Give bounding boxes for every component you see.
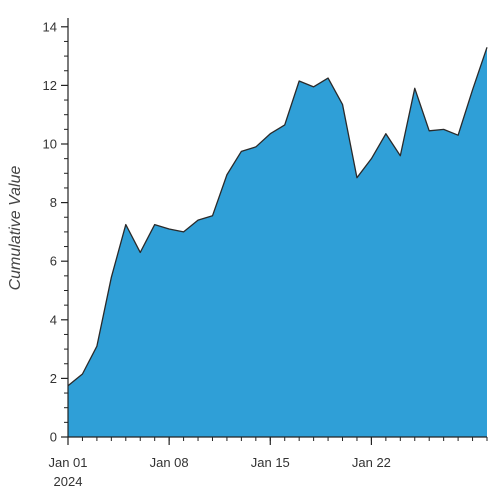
data-point [471,88,475,92]
y-tick-label: 2 [50,371,57,386]
plot-area [67,45,489,438]
data-point [210,214,214,218]
area-fill [68,47,487,438]
data-point [167,227,171,231]
data-point [225,173,229,177]
y-tick-label: 6 [50,254,57,269]
data-point [182,230,186,234]
data-point [138,250,142,254]
data-point [254,145,258,149]
y-tick-label: 8 [50,195,57,210]
data-point [326,76,330,80]
data-point [427,129,431,133]
data-point [369,157,373,161]
y-tick-label: 12 [43,78,57,93]
data-point [153,223,157,227]
y-tick-label: 14 [43,19,57,34]
data-point [384,132,388,136]
data-point [341,102,345,106]
y-axis-title: Cumulative Value [7,166,24,291]
y-tick-label: 4 [50,312,57,327]
data-point [268,132,272,136]
data-point [442,127,446,131]
data-point [283,123,287,127]
axes: 0 2 4 6 8 10 12 14 Jan 01 Jan 08 Jan 15 Jan 22 2024 [43,18,488,489]
x-tick-label: Jan 01 [48,455,87,470]
x-tick-year-label: 2024 [54,474,83,489]
data-point [398,154,402,158]
data-point [355,176,359,180]
y-tick-label: 10 [43,136,57,151]
data-point [456,133,460,137]
data-point [124,223,128,227]
data-point [95,344,99,348]
series-line [67,47,488,387]
x-tick-label: Jan 08 [150,455,189,470]
data-point [297,79,301,83]
x-tick-label: Jan 15 [251,455,290,470]
data-point [312,85,316,89]
data-point [485,45,489,49]
x-tick-label: Jan 22 [352,455,391,470]
data-point [109,275,113,279]
data-point [239,149,243,153]
data-point [196,218,200,222]
y-tick-label: 0 [50,430,57,445]
data-point [413,86,417,90]
data-point [80,372,84,376]
